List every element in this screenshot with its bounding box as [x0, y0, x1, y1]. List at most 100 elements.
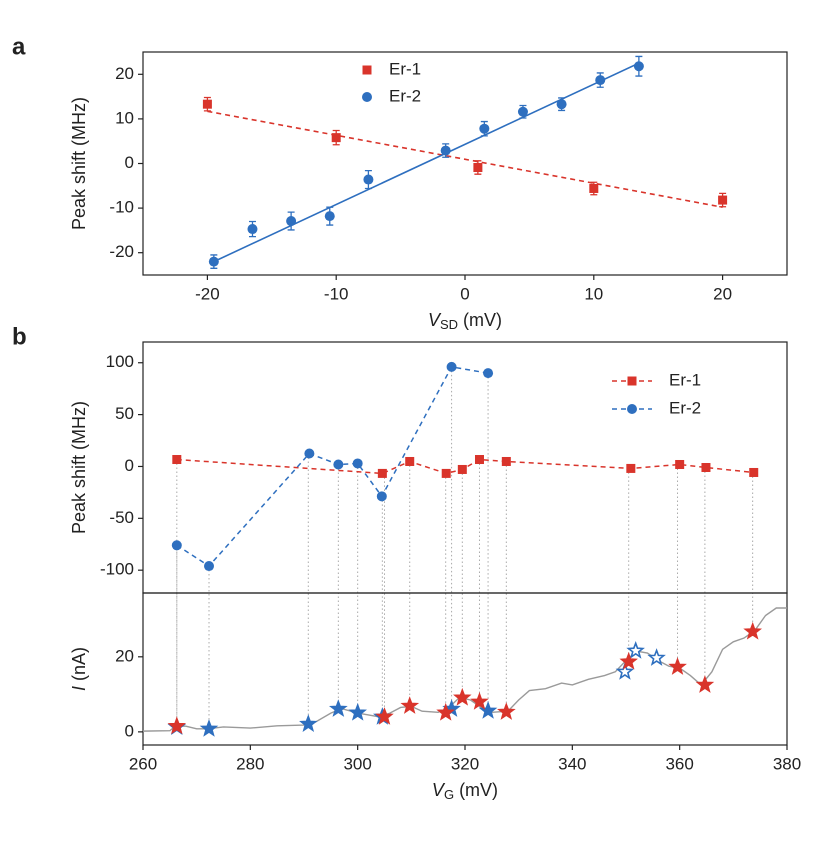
marker: [627, 376, 637, 386]
star-marker: [453, 687, 472, 706]
marker: [286, 216, 297, 227]
x-tick-label: 260: [129, 754, 157, 773]
y-tick-label: -50: [109, 508, 134, 527]
star-marker: [299, 714, 318, 732]
x-label-unit: (mV): [463, 310, 502, 330]
marker: [362, 92, 372, 102]
y-tick-label: 0: [125, 456, 134, 475]
star-marker: [400, 696, 420, 714]
star-marker: [348, 702, 367, 721]
legend-label: Er-1: [389, 59, 421, 78]
legend-label: Er-2: [389, 86, 421, 105]
marker: [589, 183, 599, 193]
y-tick-label: 10: [115, 108, 134, 127]
marker: [633, 61, 644, 72]
marker: [363, 174, 374, 185]
y-tick-label: -10: [109, 198, 134, 217]
marker: [595, 75, 606, 86]
marker: [376, 491, 387, 502]
marker: [333, 459, 344, 470]
marker: [517, 106, 528, 117]
star-marker: [615, 661, 635, 680]
star-marker: [619, 651, 638, 670]
star-marker: [647, 648, 666, 666]
x-tick-label: 380: [773, 754, 801, 773]
y-label-unit: (nA): [69, 647, 89, 681]
x-tick-label: -20: [195, 284, 220, 303]
y-tick-label: 0: [125, 153, 134, 172]
star-marker: [497, 702, 516, 720]
panel-label: b: [12, 323, 27, 350]
marker: [208, 256, 219, 267]
x-tick-label: -10: [324, 284, 349, 303]
y-tick-label: 50: [115, 404, 134, 423]
marker: [473, 163, 483, 173]
marker: [202, 99, 212, 109]
marker: [204, 561, 215, 572]
y-tick-label: 20: [115, 646, 134, 665]
x-tick-label: 280: [236, 754, 264, 773]
marker: [171, 540, 182, 551]
y-label-text: Peak shift (MHz): [69, 401, 89, 534]
marker: [304, 448, 315, 459]
marker: [172, 455, 182, 465]
y-tick-label: 20: [115, 64, 134, 83]
y-axis-label: Peak shift (MHz): [69, 97, 89, 230]
marker: [457, 464, 467, 474]
x-label-sub: G: [444, 787, 454, 802]
x-tick-label: 360: [665, 754, 693, 773]
marker: [483, 368, 494, 379]
star-marker: [695, 675, 715, 693]
marker: [441, 468, 451, 478]
marker: [247, 224, 258, 235]
star-marker: [328, 699, 348, 717]
y-tick-label: 0: [125, 721, 134, 740]
star-marker: [668, 657, 687, 675]
marker: [377, 468, 387, 478]
panel-label: a: [12, 33, 26, 60]
x-axis-label: VG (mV): [432, 780, 498, 803]
marker: [446, 361, 457, 372]
star-marker: [478, 700, 498, 719]
plot-frame: [142, 51, 788, 276]
x-tick-label: 320: [451, 754, 479, 773]
y-tick-label: -20: [109, 242, 134, 261]
legend-label: Er-2: [669, 398, 701, 417]
marker: [352, 458, 363, 469]
marker: [701, 463, 711, 472]
guide-lines: [176, 366, 754, 729]
marker: [626, 463, 636, 473]
marker: [331, 133, 341, 143]
fit-line: [213, 62, 640, 263]
x-tick-label: 10: [584, 284, 603, 303]
star-marker: [743, 621, 763, 640]
x-axis-label: VSD (mV): [428, 310, 502, 333]
y-tick-label: -100: [100, 560, 134, 579]
star-marker: [199, 719, 219, 737]
x-tick-label: 340: [558, 754, 586, 773]
marker: [501, 456, 511, 466]
fit-line: [207, 110, 723, 208]
current-trace: [142, 607, 787, 732]
marker: [324, 211, 335, 222]
star-marker: [626, 641, 645, 659]
marker: [440, 145, 451, 156]
plot-frame: [142, 592, 788, 746]
star-marker: [375, 707, 394, 725]
marker: [675, 459, 685, 469]
marker: [405, 456, 415, 466]
x-tick-label: 300: [343, 754, 371, 773]
star-marker: [436, 702, 455, 721]
star-marker: [167, 716, 187, 735]
x-label-var: V: [428, 310, 442, 330]
marker: [479, 123, 490, 134]
x-label-sub: SD: [440, 317, 458, 332]
marker: [749, 467, 759, 477]
legend-label: Er-1: [669, 370, 701, 389]
y-axis-label: Peak shift (MHz): [69, 401, 89, 534]
marker: [474, 455, 484, 465]
y-tick-label: 100: [106, 352, 134, 371]
y-label-text: I: [69, 686, 89, 691]
marker: [556, 99, 567, 110]
